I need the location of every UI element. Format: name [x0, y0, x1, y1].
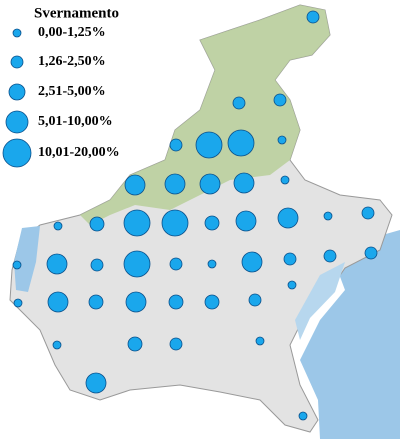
- site-circle: [277, 207, 299, 229]
- site-circle: [235, 210, 257, 232]
- legend-symbol: [8, 83, 26, 101]
- site-circle: [169, 257, 183, 271]
- site-circle: [169, 337, 183, 351]
- site-circle: [233, 172, 255, 194]
- legend-label: 0,00-1,25%: [38, 25, 106, 40]
- site-circle: [287, 280, 297, 290]
- site-circle: [283, 252, 297, 266]
- legend-symbol: [2, 138, 32, 168]
- legend-symbol: [10, 55, 24, 69]
- legend-symbol: [5, 110, 29, 134]
- site-circle: [123, 209, 151, 237]
- mountains: [80, 5, 330, 225]
- site-circle: [169, 138, 183, 152]
- site-circle: [241, 251, 263, 273]
- site-circle: [125, 291, 147, 313]
- site-circle: [207, 259, 217, 269]
- site-circle: [204, 294, 220, 310]
- site-circle: [89, 216, 105, 232]
- site-circle: [161, 209, 189, 237]
- site-circle: [277, 135, 287, 145]
- site-circle: [52, 340, 62, 350]
- site-circle: [168, 294, 184, 310]
- site-circle: [227, 129, 255, 157]
- site-circle: [204, 215, 220, 231]
- site-circle: [124, 174, 146, 196]
- site-circle: [364, 246, 378, 260]
- site-circle: [298, 411, 308, 421]
- legend-label: 1,26-2,50%: [38, 54, 106, 69]
- site-circle: [195, 131, 223, 159]
- points: [12, 10, 378, 421]
- legend-label: 2,51-5,00%: [38, 84, 106, 99]
- site-circle: [85, 372, 107, 394]
- site-circle: [164, 173, 186, 195]
- site-circle: [280, 175, 290, 185]
- site-circle: [88, 294, 104, 310]
- site-circle: [127, 336, 143, 352]
- site-circle: [13, 298, 23, 308]
- site-circle: [12, 260, 22, 270]
- site-circle: [199, 173, 221, 195]
- lagoon: [295, 262, 345, 340]
- site-circle: [273, 93, 287, 107]
- lake: [14, 226, 40, 292]
- site-circle: [323, 249, 337, 263]
- legend-title: Svernamento: [34, 5, 119, 21]
- site-circle: [306, 10, 320, 24]
- site-circle: [255, 336, 265, 346]
- site-circle: [90, 258, 104, 272]
- site-circle: [323, 211, 333, 221]
- site-circle: [53, 221, 63, 231]
- legend: 0,00-1,25% 1,26-2,50% 2,51-5,00% 5,01-10,00…: [2, 25, 120, 168]
- legend-label: 5,01-10,00%: [38, 114, 113, 129]
- site-circle: [232, 96, 246, 110]
- legend-label: 10,01-20,00%: [38, 145, 120, 160]
- sea: [300, 230, 400, 439]
- site-circle: [47, 291, 69, 313]
- legend-symbol: [12, 28, 22, 38]
- site-circle: [361, 206, 375, 220]
- site-circle: [46, 253, 68, 275]
- site-circle: [123, 250, 151, 278]
- site-circle: [248, 293, 262, 307]
